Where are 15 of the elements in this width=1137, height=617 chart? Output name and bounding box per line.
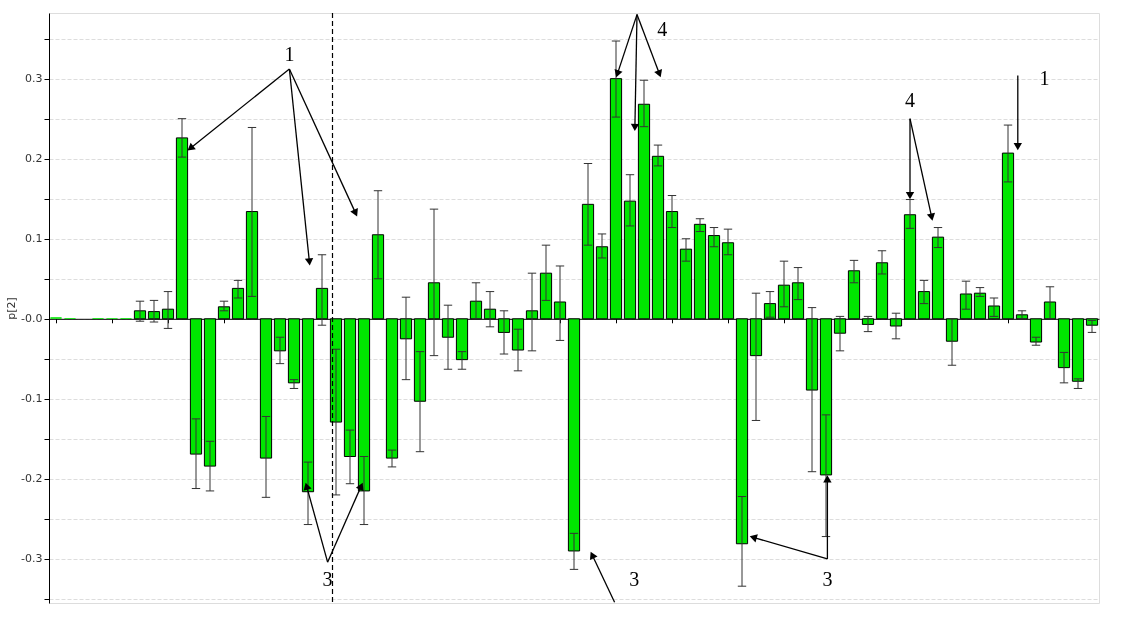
y-tick-label: -0.2 bbox=[21, 472, 43, 486]
y-tick-label: 0.3 bbox=[25, 72, 43, 86]
annotation: 4 bbox=[657, 17, 668, 40]
y-axis-title: p[2] bbox=[5, 297, 19, 320]
y-tick-label: 0.2 bbox=[25, 152, 43, 166]
annotation: 3 bbox=[822, 567, 833, 590]
annotation: 1 bbox=[1039, 66, 1050, 89]
y-tick-label: 0.1 bbox=[25, 232, 43, 246]
y-tick-label: -0.1 bbox=[21, 392, 43, 406]
y-tick-label: -0.0 bbox=[21, 312, 43, 326]
annotation: 4 bbox=[905, 89, 915, 112]
annotation: 1 bbox=[284, 42, 295, 65]
annotation: 3 bbox=[322, 567, 333, 590]
y-tick-label: -0.3 bbox=[21, 552, 43, 566]
annotation: 3 bbox=[629, 567, 640, 590]
